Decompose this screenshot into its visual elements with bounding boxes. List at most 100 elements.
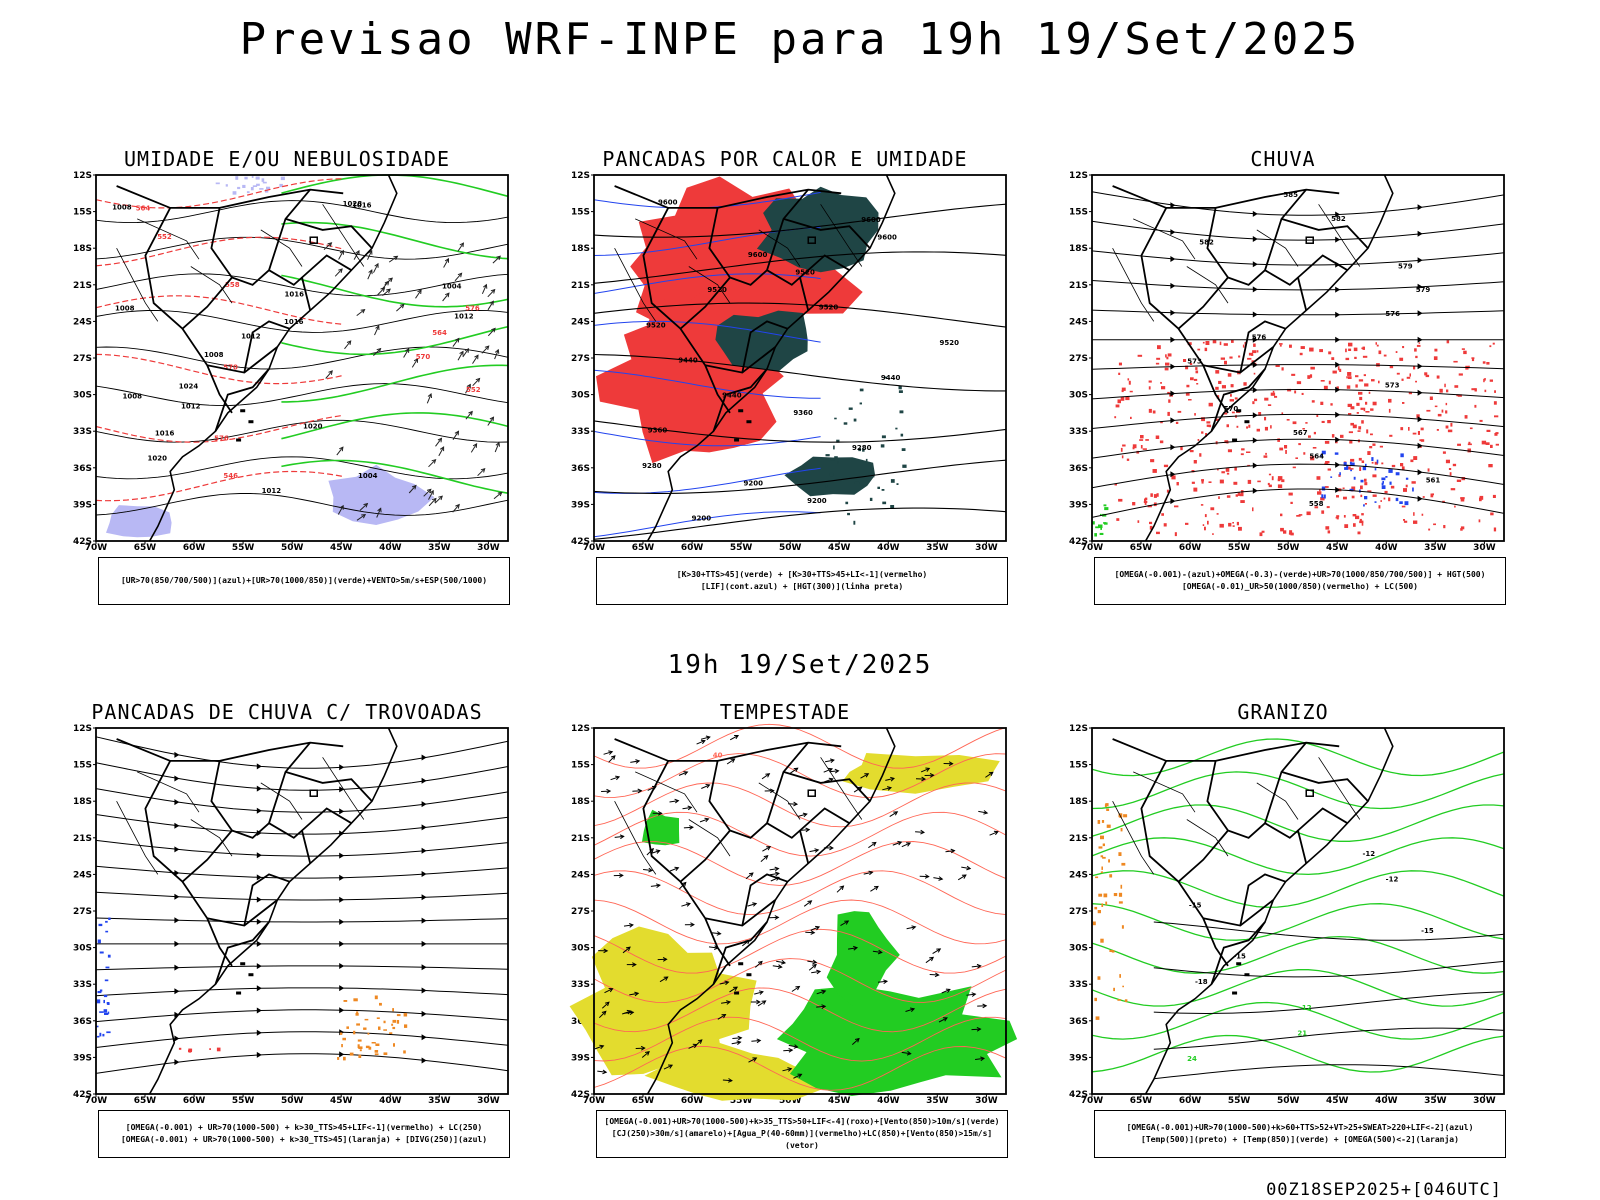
rain-red-speck (1355, 384, 1358, 388)
rain-red-speck (1227, 449, 1232, 453)
lat-tick-label: 30S (571, 944, 590, 954)
legend-box: [UR>70(850/700/500)](azul)+[UR>70(1000/8… (98, 557, 510, 605)
streamline-arrow (174, 1011, 180, 1018)
wind850-vector (603, 751, 613, 755)
rain-red-speck (1279, 343, 1283, 345)
rain-blue-speck (1321, 450, 1326, 455)
lat-tick-label: 36S (73, 1017, 92, 1027)
wind-vector-head (883, 979, 889, 985)
wind-vector-head (494, 348, 500, 354)
wind850-vector (594, 1045, 604, 1050)
country-border (1112, 185, 1340, 209)
rain-red-speck (1252, 507, 1254, 512)
wind-vector (367, 250, 373, 260)
map-tempestade: 12S15S18S21S24S27S30S33S36S39S42S70W65W6… (569, 723, 1018, 1106)
wind850-vector (726, 758, 735, 765)
lon-tick-label: 70W (1081, 543, 1104, 553)
wind-vector-head (774, 871, 780, 877)
rain-red-speck (1326, 506, 1330, 509)
state-border (614, 801, 657, 875)
country-border (268, 822, 303, 839)
state-border (758, 782, 801, 820)
rain-red-speck (1311, 400, 1315, 403)
rain-red-speck (1422, 496, 1425, 498)
rain-green-speck (1098, 524, 1103, 528)
lc250-streamline (95, 865, 509, 879)
rain-red-speck (1167, 353, 1172, 357)
streamline-arrow (339, 940, 345, 947)
contour-label: 9440 (678, 356, 698, 364)
streamline-arrow (1252, 387, 1258, 393)
rain-red-speck (1378, 380, 1380, 384)
rain-red-speck (1277, 438, 1280, 442)
rain-red-speck (1336, 516, 1339, 520)
temp500-black-contour (1153, 1027, 1505, 1050)
rain-blue-speck (1374, 468, 1377, 471)
rain-red-speck (1383, 497, 1386, 500)
teal-speck (871, 475, 875, 478)
streamline-arrow (421, 871, 427, 877)
rain-red-speck (1418, 342, 1421, 344)
humid-blue-speck (279, 183, 283, 188)
wind-green-area (776, 985, 1018, 1096)
wind-vector (470, 443, 478, 453)
teal-speck (845, 501, 849, 505)
rain-red-speck (1155, 435, 1160, 439)
wind-vector (492, 255, 501, 264)
lon-tick-label: 50W (779, 1096, 802, 1106)
rain-red-speck (1357, 531, 1361, 535)
rain-green-speck (1099, 532, 1104, 535)
wind850-vector (683, 826, 693, 829)
wind-vector-head (388, 277, 393, 283)
rain-red-speck (1261, 530, 1265, 533)
country-border (1140, 760, 1229, 883)
contour-label: 564 (136, 204, 151, 212)
rain-red-speck (1414, 348, 1417, 352)
wind850-vector (811, 970, 821, 974)
rain-red-speck (1358, 391, 1363, 395)
wind-vector-head (793, 767, 799, 772)
rain-red-speck (1400, 463, 1404, 467)
rain-blue-speck (1353, 476, 1356, 480)
streamline-arrow (1252, 210, 1258, 217)
rain-red-speck (1145, 439, 1149, 441)
state-border (820, 204, 863, 267)
temp850-green-contour (1091, 771, 1505, 810)
lif-blue-contour (593, 430, 821, 447)
wind-vector-head (724, 980, 730, 986)
wind850-vector (803, 900, 812, 907)
country-border (300, 807, 352, 864)
contour-label: 576 (1385, 310, 1400, 318)
state-border (190, 819, 233, 857)
rain-red-speck (1130, 416, 1132, 419)
streamline-arrow (1170, 282, 1176, 289)
omega-orange-speck (1097, 910, 1101, 914)
rain-red-speck (1121, 455, 1124, 459)
wind850-vector (622, 1010, 631, 1015)
rain-red-speck (1234, 466, 1237, 471)
rain-red-speck (1292, 466, 1296, 469)
contour-label: 9600 (877, 233, 897, 241)
thickness-red-line (95, 178, 344, 209)
thunder-orange-speck (365, 1045, 370, 1049)
thunder-orange-speck (371, 1042, 376, 1044)
wind850-vector (860, 773, 869, 779)
rain-red-speck (1291, 373, 1296, 376)
isobar-line (95, 383, 509, 407)
contour-label: 1012 (454, 312, 474, 320)
map-geography (593, 727, 1007, 1095)
omega-orange-speck (1098, 893, 1103, 897)
lif-blue-contour (593, 273, 821, 294)
omega-orange-speck (1100, 871, 1103, 874)
rain-red-speck (1442, 451, 1446, 454)
rain-red-speck (1356, 412, 1359, 414)
lat-tick-label: 12S (1069, 724, 1088, 734)
wind-vector (487, 328, 496, 337)
brasilia-marker (1305, 789, 1314, 797)
wind-vector-head (890, 776, 895, 782)
teal-speck (895, 427, 898, 430)
streamline-arrow (421, 1057, 427, 1064)
wind-vector-head (924, 874, 930, 879)
lat-tick-label: 18S (1069, 797, 1088, 807)
rain-red-speck (1364, 478, 1367, 482)
